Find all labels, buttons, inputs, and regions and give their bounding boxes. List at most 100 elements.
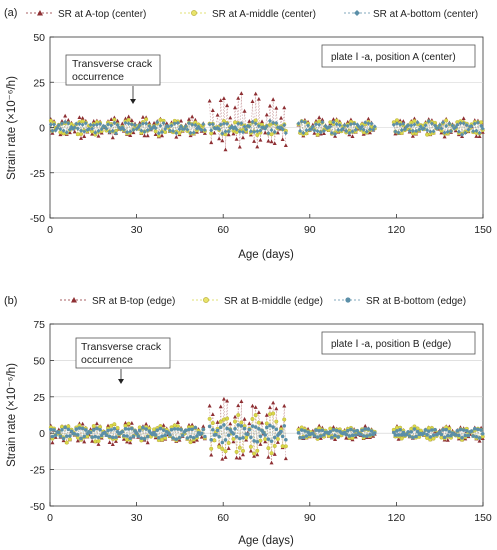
a-top-point bbox=[260, 119, 265, 124]
a-bottom-segment bbox=[171, 125, 174, 132]
b-y-tick-label: 50 bbox=[33, 355, 45, 367]
b-middle-segment bbox=[64, 427, 67, 443]
a-top-point bbox=[233, 105, 238, 110]
b-middle-segment bbox=[420, 430, 423, 434]
b-middle-segment bbox=[269, 414, 272, 454]
a-bottom-segment bbox=[187, 123, 190, 130]
b-bottom-segment bbox=[368, 429, 371, 435]
b-top-point bbox=[239, 399, 244, 404]
a-top-point bbox=[66, 117, 71, 122]
panel-a-x-axis-title: Age (days) bbox=[238, 249, 294, 261]
b-bottom-segment bbox=[433, 429, 436, 436]
b-bottom-point bbox=[480, 431, 485, 436]
b-y-tick-label: -50 bbox=[30, 501, 45, 513]
b-bottom-point bbox=[76, 433, 80, 437]
a-bottom-point bbox=[336, 127, 341, 133]
a-middle-segment bbox=[126, 119, 129, 134]
panel-a-legend: SR at A-top (center) SR at A-middle (cen… bbox=[26, 9, 478, 20]
b-middle-segment bbox=[257, 422, 260, 451]
legend-a-top-label: SR at A-top (center) bbox=[58, 9, 146, 20]
a-bottom-segment bbox=[441, 122, 444, 129]
legend-a-top: SR at A-top (center) bbox=[26, 9, 146, 20]
b-top-segment bbox=[282, 405, 285, 448]
b-bottom-segment bbox=[104, 432, 107, 436]
b-bottom-segment bbox=[439, 431, 442, 435]
a-bottom-point bbox=[86, 126, 91, 132]
b-bottom-point bbox=[241, 435, 245, 440]
a-bottom-segment bbox=[131, 124, 134, 130]
panel-a-position-box: plate Ⅰ -a, position A (center) bbox=[321, 44, 476, 68]
a-bottom-segment bbox=[85, 123, 88, 130]
a-top-segment bbox=[320, 119, 323, 134]
b-bottom-point bbox=[79, 436, 83, 441]
b-bottom-segment bbox=[147, 431, 150, 437]
a-middle-segment bbox=[115, 124, 118, 131]
b-middle-segment bbox=[225, 418, 228, 452]
b-x-tick-label: 0 bbox=[47, 512, 53, 524]
a-middle-segment bbox=[136, 125, 139, 129]
panel-a-label: (a) bbox=[4, 7, 17, 19]
b-top-point bbox=[129, 420, 134, 425]
a-bottom-segment bbox=[177, 122, 180, 130]
b-bottom-segment bbox=[253, 427, 256, 441]
a-top-point bbox=[228, 115, 233, 120]
a-middle-segment bbox=[303, 121, 306, 135]
b-top-point bbox=[123, 420, 128, 425]
b-middle-point bbox=[283, 444, 288, 449]
b-bottom-point bbox=[203, 434, 207, 439]
b-middle-segment bbox=[271, 413, 274, 454]
a-middle-segment bbox=[128, 119, 131, 133]
a-bottom-point bbox=[399, 127, 404, 133]
a-top-point bbox=[210, 108, 215, 112]
b-top-point bbox=[94, 421, 99, 426]
panel-b-x-axis-title: Age (days) bbox=[238, 535, 294, 547]
a-bottom-segment bbox=[419, 126, 421, 130]
a-bottom-segment bbox=[409, 125, 412, 131]
b-bottom-point bbox=[347, 434, 352, 438]
a-bottom-point bbox=[267, 118, 272, 124]
a-top-point bbox=[461, 116, 466, 121]
b-bottom-point bbox=[453, 433, 458, 437]
b-top-point bbox=[331, 424, 336, 429]
b-bottom-segment bbox=[60, 429, 63, 437]
b-middle-segment bbox=[368, 429, 371, 437]
a-bottom-segment bbox=[179, 126, 182, 130]
panel-b-x-ticks: 0 30 60 90 120 150 bbox=[47, 502, 492, 524]
a-bottom-segment bbox=[141, 123, 144, 131]
a-top-segment bbox=[304, 119, 307, 134]
a-top-point bbox=[256, 96, 261, 101]
b-middle-segment bbox=[188, 427, 191, 443]
a-top-segment bbox=[244, 111, 247, 132]
b-bottom-point bbox=[160, 434, 164, 438]
b-bottom-point bbox=[407, 434, 412, 438]
b-top-point bbox=[80, 421, 85, 426]
b-bottom-point bbox=[231, 431, 236, 436]
b-bottom-point bbox=[214, 432, 218, 437]
legend-a-bottom: SR at A-bottom (center) bbox=[344, 9, 478, 20]
b-bottom-segment bbox=[357, 430, 360, 434]
a-top-segment bbox=[209, 100, 212, 143]
b-middle-segment bbox=[110, 425, 113, 439]
b-bottom-point bbox=[301, 435, 306, 440]
a-top-point bbox=[250, 99, 255, 104]
a-bottom-point bbox=[280, 127, 285, 132]
a-top-segment bbox=[250, 101, 253, 135]
a-bottom-segment bbox=[260, 127, 263, 131]
a-bottom-segment bbox=[371, 123, 374, 130]
b-bottom-segment bbox=[317, 430, 320, 438]
b-top-point bbox=[283, 456, 288, 461]
b-middle-segment bbox=[282, 419, 285, 447]
a-y-tick-label: 50 bbox=[33, 32, 45, 44]
b-top-segment bbox=[193, 427, 196, 442]
b-middle-segment bbox=[112, 424, 115, 439]
a-bottom-segment bbox=[423, 125, 426, 129]
a-top-segment bbox=[280, 117, 283, 140]
b-bottom-point bbox=[153, 433, 158, 437]
b-top-point bbox=[247, 421, 252, 426]
a-bottom-segment bbox=[209, 124, 212, 131]
b-bottom-segment bbox=[450, 432, 453, 436]
a-middle-segment bbox=[203, 125, 206, 132]
panel-a-y-axis-title: Strain rate (×10⁻⁶/h) bbox=[6, 76, 18, 180]
a-top-point bbox=[274, 105, 279, 110]
b-middle-segment bbox=[272, 413, 275, 446]
